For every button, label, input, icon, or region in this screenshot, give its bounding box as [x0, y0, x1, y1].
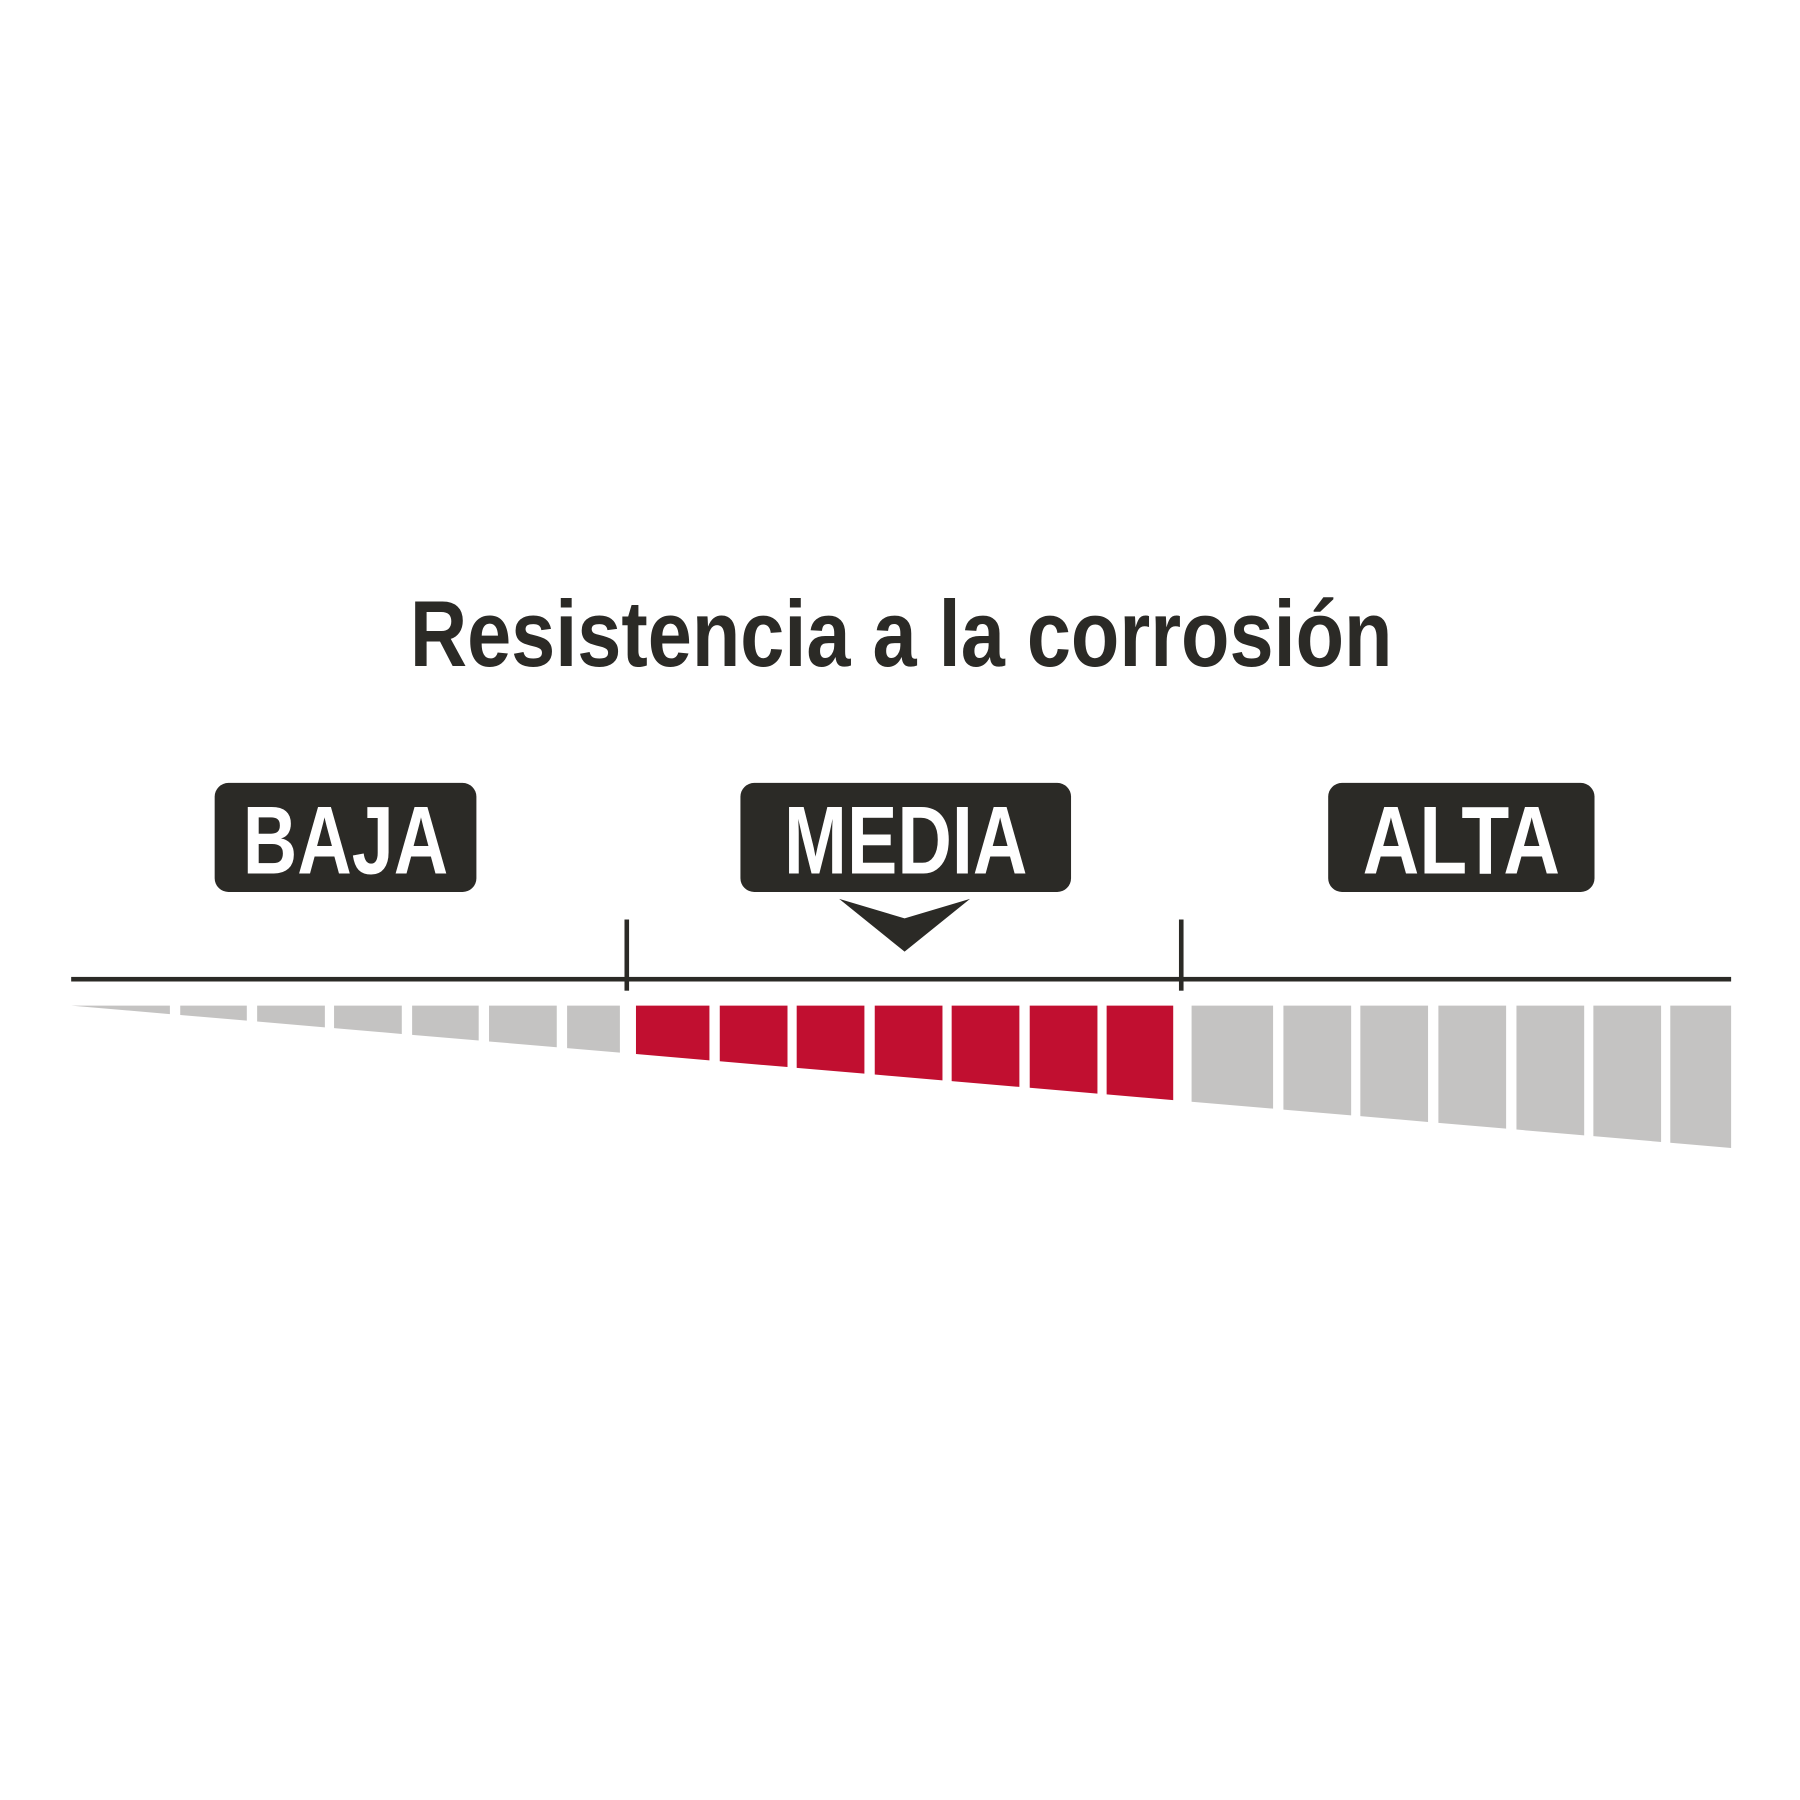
scale-segment-media [874, 1005, 943, 1081]
scale-divider-low-medium [624, 919, 630, 991]
level-label-alta: ALTA [1328, 782, 1595, 895]
scale-segment-media [635, 1005, 710, 1061]
scale-segment-media [1106, 1005, 1174, 1101]
scale-segment-media [1029, 1005, 1098, 1094]
level-label-text: BAJA [243, 788, 448, 895]
scale-segment-alta [1593, 1005, 1662, 1142]
level-label-media: MEDIA [740, 782, 1072, 895]
level-label-text: MEDIA [784, 788, 1027, 895]
scale-segment-baja [257, 1005, 325, 1028]
scale-segment-media [719, 1005, 788, 1068]
scale-segment-baja [412, 1005, 479, 1041]
scale-segment-alta [1438, 1005, 1507, 1129]
scale-segment-baja [71, 1005, 170, 1015]
scale-segment-baja [567, 1005, 620, 1053]
scale-segments [71, 1005, 1732, 1148]
scale-segment-media [951, 1005, 1020, 1087]
level-label-text: ALTA [1363, 788, 1560, 895]
scale-segment-alta [1670, 1005, 1732, 1148]
scale-segment-media [796, 1005, 865, 1074]
scale-segment-baja [180, 1005, 247, 1021]
scale-segment-alta [1283, 1005, 1352, 1116]
level-label-baja: BAJA [214, 782, 477, 895]
scale-segment-alta [1516, 1005, 1585, 1136]
scale-segment-baja [489, 1005, 557, 1048]
scale-segment-baja [334, 1005, 402, 1034]
gauge-title: Resistencia a la corrosión [410, 581, 1393, 686]
scale-segment-alta [1360, 1005, 1429, 1122]
scale-segment-alta [1191, 1005, 1274, 1109]
scale-axis-line [71, 976, 1732, 982]
selected-level-pointer-icon [839, 898, 971, 952]
scale-divider-medium-high [1178, 919, 1184, 991]
